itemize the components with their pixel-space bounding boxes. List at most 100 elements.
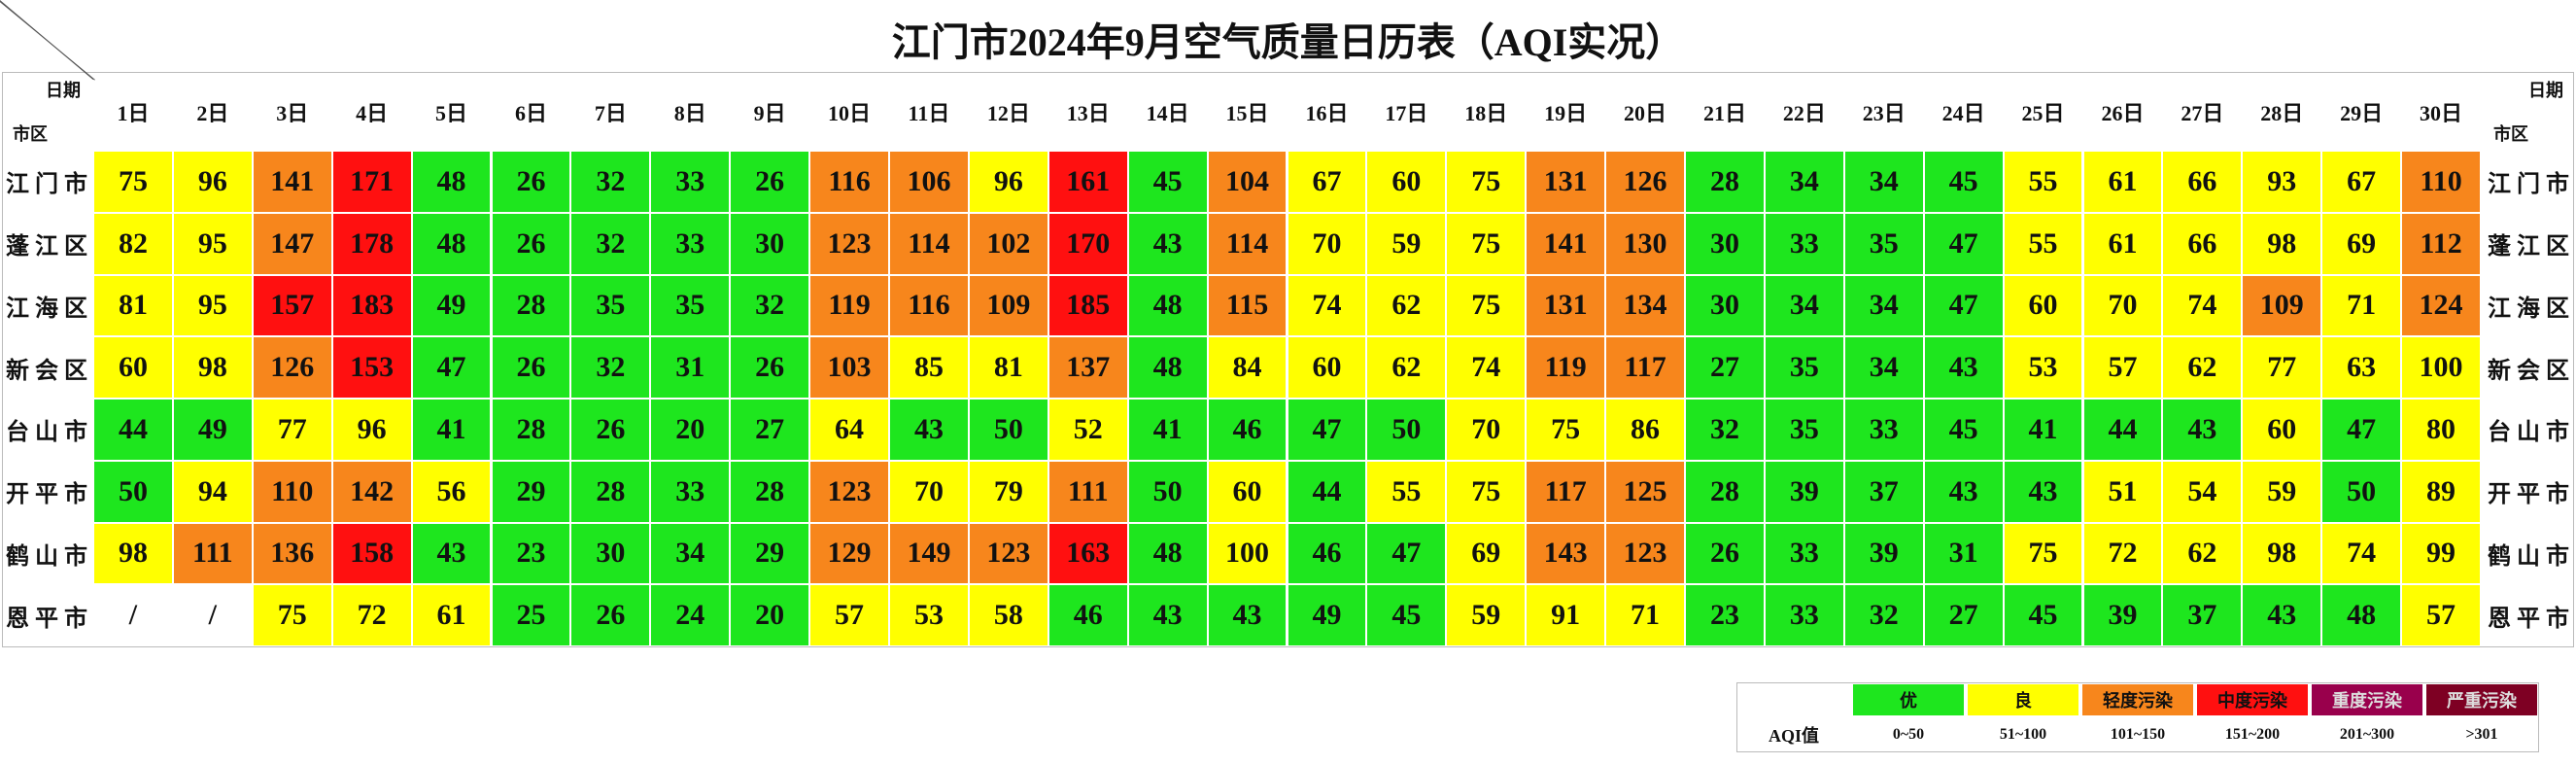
aqi-cell: 27 — [730, 399, 810, 461]
legend-range: 101~150 — [2110, 726, 2166, 743]
aqi-cell: 69 — [1446, 522, 1527, 585]
aqi-cell: 32 — [570, 151, 651, 213]
day-header: 23日 — [1862, 100, 1906, 125]
aqi-cell: 98 — [2242, 212, 2322, 275]
row-name: 鹤山市 — [2488, 543, 2575, 570]
aqi-cell: 96 — [968, 151, 1048, 213]
row-name: 蓬江区 — [2488, 234, 2575, 261]
aqi-cell: 44 — [2082, 399, 2163, 461]
title: 江门市2024年9月空气质量日历表（AQI实况） — [891, 20, 1685, 64]
aqi-cell: 33 — [650, 151, 731, 213]
aqi-cell: 95 — [172, 274, 253, 337]
aqi-cell: 43 — [1127, 212, 1208, 275]
day-header: 17日 — [1385, 100, 1428, 125]
aqi-cell: 55 — [2003, 151, 2083, 213]
aqi-cell: 114 — [1207, 212, 1288, 275]
day-header: 19日 — [1544, 100, 1588, 125]
aqi-cell: 45 — [2003, 584, 2083, 646]
aqi-cell: 41 — [1127, 399, 1208, 461]
aqi-cell: 157 — [252, 274, 332, 337]
row-name: 江门市 — [6, 172, 93, 198]
aqi-cell: 61 — [411, 584, 492, 646]
aqi-cell: 43 — [889, 399, 969, 461]
aqi-cell: 153 — [331, 336, 412, 399]
aqi-cell: 77 — [2242, 336, 2322, 399]
aqi-cell: 57 — [809, 584, 889, 646]
aqi-cell: 32 — [570, 212, 651, 275]
aqi-cell: 123 — [1605, 522, 1685, 585]
aqi-cell: 161 — [1048, 151, 1128, 213]
aqi-cell: 26 — [570, 399, 651, 461]
day-header: 3日 — [276, 100, 309, 125]
day-header: 5日 — [435, 100, 468, 125]
corner-top: 日期 — [46, 81, 81, 100]
aqi-cell: 62 — [1366, 274, 1447, 337]
legend-swatch: 严重污染 — [2426, 684, 2537, 715]
aqi-cell: 28 — [1685, 460, 1765, 523]
aqi-cell: 27 — [1685, 336, 1765, 399]
legend-range: >301 — [2465, 726, 2498, 743]
aqi-cell: 60 — [2003, 274, 2083, 337]
aqi-cell: 123 — [809, 212, 889, 275]
row-name: 鹤山市 — [6, 543, 93, 570]
aqi-cell: 28 — [570, 460, 651, 523]
day-header: 16日 — [1305, 100, 1349, 125]
aqi-cell: 94 — [172, 460, 253, 523]
aqi-cell: 67 — [2321, 151, 2402, 213]
aqi-cell: 110 — [2401, 151, 2481, 213]
aqi-cell: 129 — [809, 522, 889, 585]
row-name: 新会区 — [2488, 358, 2575, 384]
row-name: 开平市 — [6, 482, 93, 508]
aqi-cell: 89 — [2401, 460, 2481, 523]
aqi-cell: 130 — [1605, 212, 1685, 275]
aqi-cell: 48 — [411, 212, 492, 275]
aqi-cell: 29 — [491, 460, 571, 523]
legend-range: 151~200 — [2224, 726, 2281, 743]
aqi-cell: 82 — [93, 212, 173, 275]
aqi-cell: 123 — [968, 522, 1048, 585]
day-header: 13日 — [1066, 100, 1110, 125]
aqi-cell: 49 — [411, 274, 492, 337]
table-border — [2, 72, 2574, 647]
aqi-cell: 116 — [809, 151, 889, 213]
row-name: 蓬江区 — [6, 234, 93, 261]
aqi-cell: 80 — [2401, 399, 2481, 461]
day-header: 11日 — [908, 100, 950, 125]
day-header: 4日 — [356, 100, 389, 125]
aqi-cell: 183 — [331, 274, 412, 337]
aqi-cell: 55 — [2003, 212, 2083, 275]
aqi-cell: 26 — [730, 151, 810, 213]
aqi-cell: 99 — [2401, 522, 2481, 585]
aqi-cell: 75 — [1446, 212, 1527, 275]
aqi-cell: 71 — [2321, 274, 2402, 337]
aqi-cell: 35 — [1843, 212, 1924, 275]
day-header: 6日 — [514, 100, 547, 125]
legend-range: 51~100 — [1999, 726, 2047, 743]
aqi-cell: 34 — [1843, 336, 1924, 399]
aqi-cell: 31 — [650, 336, 731, 399]
aqi-cell: 53 — [2003, 336, 2083, 399]
aqi-cell: 62 — [1366, 336, 1447, 399]
aqi-cell: 74 — [1446, 336, 1527, 399]
aqi-cell: 61 — [2082, 151, 2163, 213]
aqi-cell: 109 — [2242, 274, 2322, 337]
row-name: 恩平市 — [2488, 606, 2575, 632]
aqi-cell: 74 — [2162, 274, 2243, 337]
day-header: 10日 — [828, 100, 872, 125]
aqi-cell: 75 — [1446, 274, 1527, 337]
aqi-cell: 44 — [93, 399, 173, 461]
aqi-cell: 47 — [1923, 212, 2004, 275]
aqi-cell: 178 — [331, 212, 412, 275]
aqi-cell: 39 — [2082, 584, 2163, 646]
aqi-cell: 115 — [1207, 274, 1288, 337]
row-name: 江门市 — [2488, 172, 2575, 198]
aqi-cell: 43 — [1923, 460, 2004, 523]
aqi-cell: 46 — [1048, 584, 1128, 646]
day-header: 26日 — [2101, 100, 2145, 125]
aqi-cell: 23 — [491, 522, 571, 585]
aqi-cell: 74 — [2321, 522, 2402, 585]
aqi-cell: 131 — [1526, 274, 1606, 337]
aqi-cell: 45 — [1127, 151, 1208, 213]
aqi-cell: 37 — [1843, 460, 1924, 523]
